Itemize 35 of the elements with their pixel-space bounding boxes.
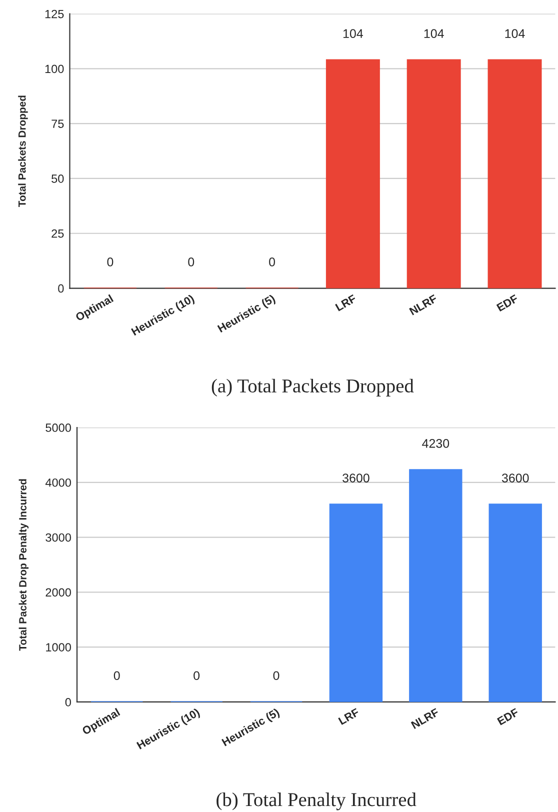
data-label: 0 [269, 257, 276, 266]
x-tick-label: EDF [496, 294, 518, 312]
y-tick-label: 1000 [46, 643, 71, 652]
data-label: 0 [273, 671, 280, 680]
y-axis-title: Total Packet Drop Penalty Incurred [18, 479, 29, 651]
y-tick-label: 75 [52, 120, 64, 128]
y-tick-label: 3000 [46, 533, 71, 542]
data-label: 3600 [502, 474, 529, 482]
x-tick-label: LRF [335, 294, 357, 312]
y-tick-label: 5000 [46, 424, 71, 432]
data-label: 0 [107, 257, 114, 266]
x-tick-label: EDF [496, 708, 520, 726]
x-tick-label: LRF [338, 708, 360, 725]
data-label: 104 [505, 29, 525, 38]
data-label: 104 [424, 29, 444, 38]
y-tick-label: 100 [45, 64, 64, 74]
y-tick-label: 0 [65, 698, 71, 706]
y-tick-label: 4000 [45, 478, 71, 487]
data-label: 3600 [342, 474, 370, 482]
y-tick-label: 50 [52, 174, 64, 183]
y-tick-label: 2000 [46, 588, 71, 597]
bar [409, 469, 462, 702]
data-label: 4230 [422, 439, 450, 448]
text: (a) Total Packets Dropped [212, 378, 414, 396]
bar [329, 504, 383, 702]
y-tick-label: 125 [45, 10, 64, 18]
data-label: 0 [194, 671, 200, 680]
data-label: 104 [343, 29, 363, 38]
y-tick-label: 0 [58, 284, 64, 293]
text: (b) Total Penalty Incurred [216, 792, 416, 810]
y-axis-title: Total Packets Dropped [18, 96, 28, 207]
bar [488, 504, 542, 702]
data-label: 0 [188, 257, 194, 266]
y-tick-label: 25 [52, 229, 64, 238]
data-label: 0 [114, 671, 120, 680]
